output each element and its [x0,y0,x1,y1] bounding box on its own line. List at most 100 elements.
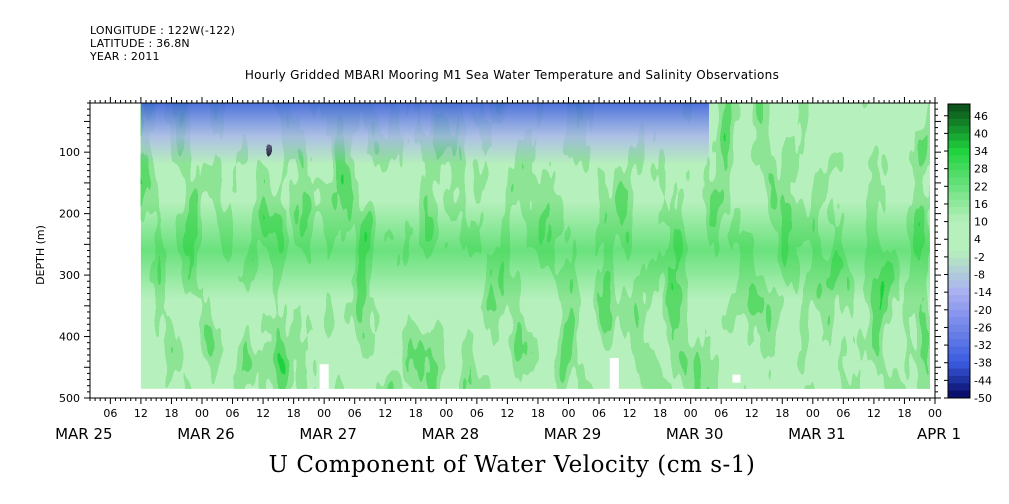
plot-frame [89,102,936,399]
x-tick-label: 00 [928,407,942,420]
colorbar-segment [948,148,970,156]
colorbar-segment [948,280,970,289]
colorbar-segment [948,317,970,325]
colorbar-tick-label: -38 [974,357,992,370]
x-tick-label: 00 [806,407,820,420]
data-gaps [319,358,741,389]
colorbar-segment [948,390,970,399]
colorbar-tick-label: 16 [974,198,988,211]
colorbar-segment [948,309,970,318]
y-axis-label: DEPTH (m) [34,225,47,285]
data-gap [732,374,741,383]
colorbar-segment [948,287,970,296]
colorbar-tick-label: -50 [974,392,992,405]
colorbar-tick-label: -8 [974,269,985,282]
colorbar-tick-label: -14 [974,286,992,299]
x-tick-label: 00 [195,407,209,420]
y-tick-label: 200 [59,208,80,221]
x-tick-label: 18 [653,407,667,420]
x-tick-label: 06 [592,407,606,420]
colorbar-tick-label: 10 [974,216,988,229]
year-label: YEAR : 2011 [90,50,160,63]
colorbar-segment [948,104,970,112]
colorbar: 46 40 34 28 22 16 10 4 -2 -8 -14 -20 -26 -32 -38 -44 -50 [944,103,992,405]
colorbar-segment [948,324,970,333]
latitude-label: LATITUDE : 36.8N [90,37,190,50]
x-tick-label: 06 [103,407,117,420]
colorbar-segment [948,236,970,245]
colorbar-segment [948,273,970,281]
x-axis: 06 12 18 00 06 12 18 00 06 12 18 00 06 12 18 00 06 12 18 00… [55,97,961,443]
colorbar-segment [948,118,970,127]
x-tick-label: 18 [775,407,789,420]
y-axis: 100 200 300 400 500 [59,102,941,405]
longitude-label: LONGITUDE : 122W(-122) [90,24,236,37]
chart-caption: U Component of Water Velocity (cm s-1) [268,452,756,478]
colorbar-tick-label: -26 [974,321,992,334]
x-day-label: MAR 31 [788,425,845,443]
colorbar-segment [948,243,970,252]
colorbar-segment [948,162,970,171]
x-tick-label: 06 [348,407,362,420]
colorbar-tick-label: 46 [974,110,988,123]
colorbar-segment [948,140,970,149]
velocity-field [140,103,930,389]
colorbar-segment [948,199,970,208]
x-tick-label: 00 [561,407,575,420]
colorbar-tick-label: -2 [974,251,985,264]
colorbar-segment [948,177,970,186]
x-day-label: MAR 29 [544,425,601,443]
colorbar-segment [948,126,970,134]
data-gap [609,358,619,389]
colorbar-tick-label: -44 [974,374,992,387]
colorbar-segment [948,184,970,193]
colorbar-segment [948,265,970,274]
chart-title: Hourly Gridded MBARI Mooring M1 Sea Wate… [244,68,780,82]
colorbar-segment [948,295,970,303]
colorbar-segment [948,221,970,230]
x-tick-label: 18 [531,407,545,420]
colorbar-tick-label: 22 [974,180,988,193]
colorbar-segment [948,170,970,178]
colorbar-segment [948,302,970,311]
x-tick-label: 12 [256,407,270,420]
x-tick-label: 18 [287,407,301,420]
x-tick-label: 06 [836,407,850,420]
colorbar-tick-label: 4 [974,233,981,246]
y-tick-label: 100 [59,146,80,159]
colorbar-tick-label: 34 [974,145,988,158]
colorbar-segment [948,368,970,377]
colorbar-segment [948,361,970,370]
colorbar-segment [948,133,970,142]
x-tick-label: 18 [897,407,911,420]
x-tick-label: 06 [470,407,484,420]
colorbar-segment [948,331,970,340]
x-tick-label: 06 [226,407,240,420]
x-day-label: MAR 25 [55,425,112,443]
positive-core-band [140,201,930,300]
x-day-label: MAR 28 [422,425,479,443]
x-tick-label: 06 [714,407,728,420]
x-day-label: MAR 26 [177,425,234,443]
colorbar-segment [948,206,970,215]
colorbar-segment [948,339,970,348]
data-gap [319,364,329,389]
x-tick-label: 12 [745,407,759,420]
colorbar-segment [948,258,970,267]
y-tick-label: 400 [59,331,80,344]
colorbar-segment [948,353,970,362]
colorbar-segment [948,375,970,384]
surface-negative-band [140,103,709,165]
colorbar-segment [948,228,970,237]
x-tick-label: 00 [684,407,698,420]
x-tick-label: 12 [500,407,514,420]
colorbar-segment [948,192,970,201]
x-tick-label: 12 [134,407,148,420]
x-day-label: APR 1 [917,425,961,443]
y-tick-label: 300 [59,269,80,282]
colorbar-segment [948,251,970,259]
colorbar-tick-label: -20 [974,304,992,317]
x-day-label: MAR 27 [299,425,356,443]
x-tick-label: 12 [378,407,392,420]
x-tick-label: 00 [439,407,453,420]
